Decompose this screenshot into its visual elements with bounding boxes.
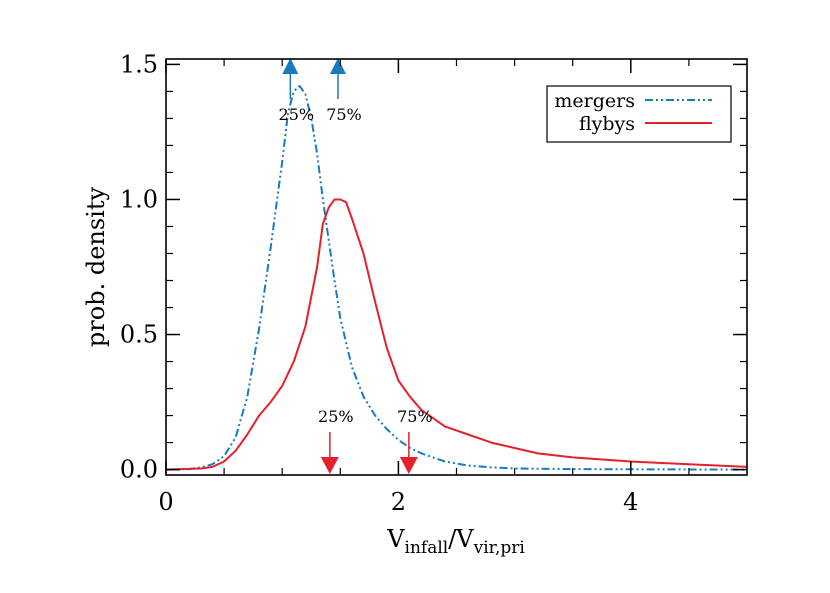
marker-label: 75% [326, 105, 362, 124]
x-tick-label-1: 2 [391, 488, 406, 516]
y-axis-label: prob. density [82, 186, 110, 347]
marker-arrowhead [320, 457, 339, 474]
y-tick-label-1: 0.5 [120, 321, 158, 349]
quartile-marker-flybys-75: 75% [397, 407, 433, 474]
legend-box [546, 85, 732, 143]
quartile-marker-flybys-25: 25% [318, 407, 354, 474]
marker-label: 25% [318, 407, 354, 426]
quartile-marker-mergers-75: 75% [326, 58, 362, 124]
series-line-flybys [166, 198, 747, 471]
marker-label: 75% [397, 407, 433, 426]
x-tick-label-2: 4 [623, 488, 638, 516]
marker-arrowhead [282, 58, 299, 74]
quartile-marker-mergers-25: 25% [279, 58, 315, 124]
y-tick-label-0: 0.0 [120, 456, 158, 484]
marker-label: 25% [279, 105, 315, 124]
x-axis-label: Vinfall/Vvir,pri [386, 525, 525, 558]
legend: mergers flybys [546, 85, 732, 143]
legend-label-flybys: flybys [579, 113, 635, 135]
y-tick-label-3: 1.5 [120, 50, 158, 78]
legend-label-mergers: mergers [554, 90, 635, 112]
y-tick-label-2: 1.0 [120, 185, 158, 213]
x-tick-label-0: 0 [158, 488, 173, 516]
marker-arrowhead [399, 457, 418, 474]
marker-arrowhead [329, 58, 346, 74]
series-line-mergers [166, 85, 747, 471]
